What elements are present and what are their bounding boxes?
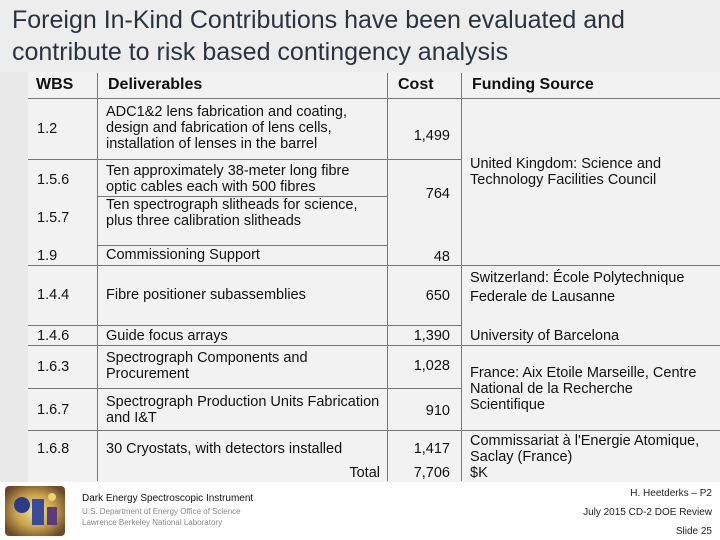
wbs-cell: 1.4.6 (37, 328, 70, 344)
slide-number: Slide 25 (675, 526, 712, 537)
page-title: Foreign In-Kind Contributions have been … (12, 6, 625, 66)
left-margin-strip (0, 72, 28, 482)
deliverable-cell: Ten spectrograph slitheads for science, … (106, 197, 358, 229)
cost-cell: 650 (425, 288, 450, 304)
total-label: Total (349, 465, 380, 481)
row-divider (28, 388, 461, 389)
cost-cell: 764 (425, 186, 450, 202)
wbs-cell: 1.6.8 (37, 441, 70, 457)
deliverable-cell: 30 Cryostats, with detectors installed (106, 441, 343, 457)
row-divider (98, 196, 387, 197)
row-divider (28, 325, 461, 326)
row-divider (28, 430, 720, 431)
cost-cell: 1,390 (413, 328, 450, 344)
funding-source-switzerland: Switzerland: École Polytechnique Federal… (470, 270, 685, 305)
cost-cell: 1,499 (413, 128, 450, 144)
row-divider (28, 159, 461, 160)
cost-cell: 910 (425, 403, 450, 419)
column-divider (387, 73, 388, 481)
wbs-cell: 1.5.7 (37, 210, 70, 226)
cost-cell: 1,417 (413, 441, 450, 457)
deliverable-cell: Ten approximately 38-meter long fibre op… (106, 163, 350, 195)
header-deliverables: Deliverables (108, 76, 203, 93)
deliverable-cell: ADC1&2 lens fabrication and coating, des… (106, 104, 348, 152)
footer-org-name: Dark Energy Spectroscopic Instrument (82, 493, 254, 504)
title-band (0, 0, 720, 72)
funding-source-cea: Commissariat à l'Energie Atomique, Sacla… (470, 433, 700, 465)
cost-cell: 1,028 (413, 358, 450, 374)
funding-source-barcelona: University of Barcelona (470, 328, 620, 344)
wbs-cell: 1.4.4 (37, 287, 70, 303)
deliverable-cell: Guide focus arrays (106, 328, 228, 344)
wbs-cell: 1.9 (37, 248, 58, 264)
wbs-cell: 1.5.6 (37, 172, 70, 188)
cost-cell: 48 (433, 249, 450, 265)
header-wbs: WBS (36, 76, 74, 93)
deliverable-cell: Fibre positioner subassemblies (106, 287, 306, 303)
footer-event: July 2015 CD-2 DOE Review (583, 507, 712, 518)
wbs-cell: 1.6.7 (37, 402, 70, 418)
column-divider (461, 73, 462, 481)
footer (0, 482, 720, 540)
footer-org-sub: Lawrence Berkeley National Laboratory (82, 518, 223, 527)
deliverable-cell: Spectrograph Production Units Fabricatio… (106, 394, 380, 426)
total-value: 7,706 (413, 465, 450, 481)
row-divider (28, 265, 720, 266)
row-divider (28, 345, 720, 346)
column-divider (97, 73, 98, 481)
funding-source-france: France: Aix Etoile Marseille, Centre Nat… (470, 365, 697, 413)
header-divider (28, 98, 720, 99)
footer-author: H. Heetderks – P2 (630, 488, 712, 499)
funding-source-uk: United Kingdom: Science and Technology F… (470, 156, 662, 188)
unit-label: $K (470, 465, 488, 481)
table-panel (28, 72, 720, 482)
header-cost: Cost (398, 76, 434, 93)
wbs-cell: 1.2 (37, 121, 58, 137)
header-funding-source: Funding Source (472, 76, 594, 93)
desi-logo (5, 486, 65, 536)
footer-org-sub: U.S. Department of Energy Office of Scie… (82, 507, 241, 516)
deliverable-cell: Spectrograph Components and Procurement (106, 350, 308, 382)
deliverable-cell: Commissioning Support (106, 247, 260, 263)
wbs-cell: 1.6.3 (37, 359, 70, 375)
row-divider (98, 245, 387, 246)
